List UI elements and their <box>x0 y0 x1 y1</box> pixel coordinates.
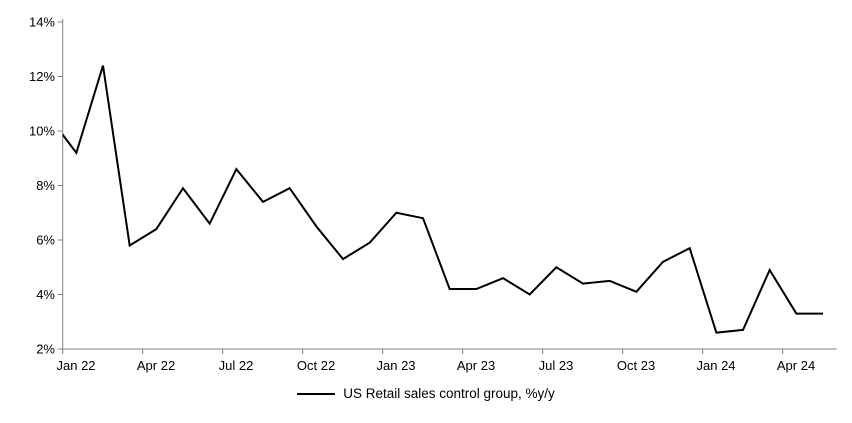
x-axis-tick-label: Oct 23 <box>617 358 655 373</box>
y-axis-tick-label: 4% <box>36 287 55 302</box>
x-axis-tick-label: Jul 22 <box>219 358 254 373</box>
y-axis-tick-label: 2% <box>36 342 55 357</box>
x-axis-tick-label: Apr 22 <box>137 358 175 373</box>
y-axis-tick-label: 14% <box>29 15 55 30</box>
y-axis-tick-label: 10% <box>29 124 55 139</box>
x-axis-tick-label: Jan 22 <box>57 358 96 373</box>
x-axis-tick-label: Jan 23 <box>377 358 416 373</box>
y-axis-tick-label: 6% <box>36 233 55 248</box>
legend-line-swatch <box>297 392 336 395</box>
x-axis-tick-label: Apr 23 <box>457 358 495 373</box>
y-axis-tick-label: 12% <box>29 69 55 84</box>
legend: US Retail sales control group, %y/y <box>0 386 852 401</box>
x-axis-tick-label: Jul 23 <box>539 358 574 373</box>
x-axis-tick-label: Jan 24 <box>697 358 736 373</box>
legend-label: US Retail sales control group, %y/y <box>343 386 555 401</box>
series-line <box>62 65 824 334</box>
x-axis-tick-label: Apr 24 <box>777 358 815 373</box>
x-axis-tick-label: Oct 22 <box>297 358 335 373</box>
y-axis-tick-label: 8% <box>36 178 55 193</box>
line-chart: 2% 4% 6% 8% 10% 12% 14% Jan 22 Apr 22 Jul 22 Oct 2… <box>29 15 837 373</box>
